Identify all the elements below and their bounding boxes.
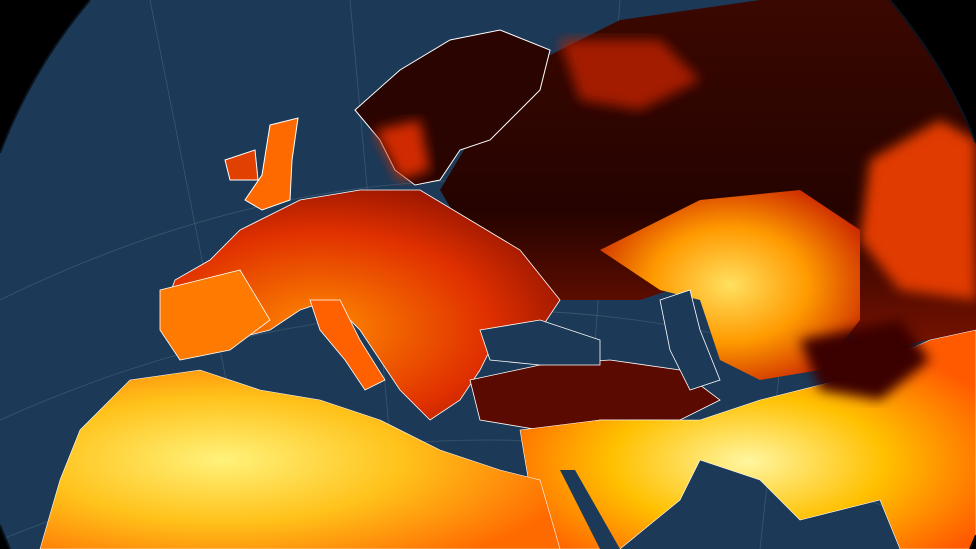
region-russia-warm: [560, 40, 700, 110]
region-red-sea: [560, 470, 620, 549]
region-caspian-sea: [659, 289, 721, 391]
region-iberia: [159, 269, 271, 361]
region-ireland: [224, 149, 259, 181]
region-north-africa: [39, 369, 561, 549]
region-central-asia: [600, 190, 860, 380]
region-britain: [244, 117, 299, 211]
region-south-sweden: [375, 120, 430, 180]
region-himalaya-dark: [800, 320, 930, 400]
region-siberia-hot: [860, 120, 976, 300]
region-black-sea: [479, 319, 601, 366]
region-italy: [309, 299, 386, 391]
